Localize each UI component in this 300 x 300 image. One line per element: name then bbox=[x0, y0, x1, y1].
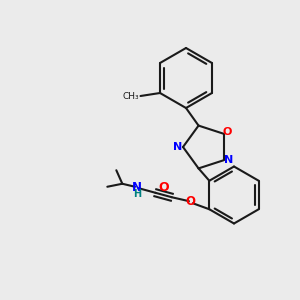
Text: O: O bbox=[223, 127, 232, 137]
Text: N: N bbox=[224, 155, 234, 165]
Text: O: O bbox=[158, 181, 169, 194]
Text: N: N bbox=[132, 181, 142, 194]
Text: N: N bbox=[173, 142, 182, 152]
Text: H: H bbox=[133, 189, 141, 199]
Text: O: O bbox=[185, 195, 195, 208]
Text: CH₃: CH₃ bbox=[122, 92, 139, 100]
